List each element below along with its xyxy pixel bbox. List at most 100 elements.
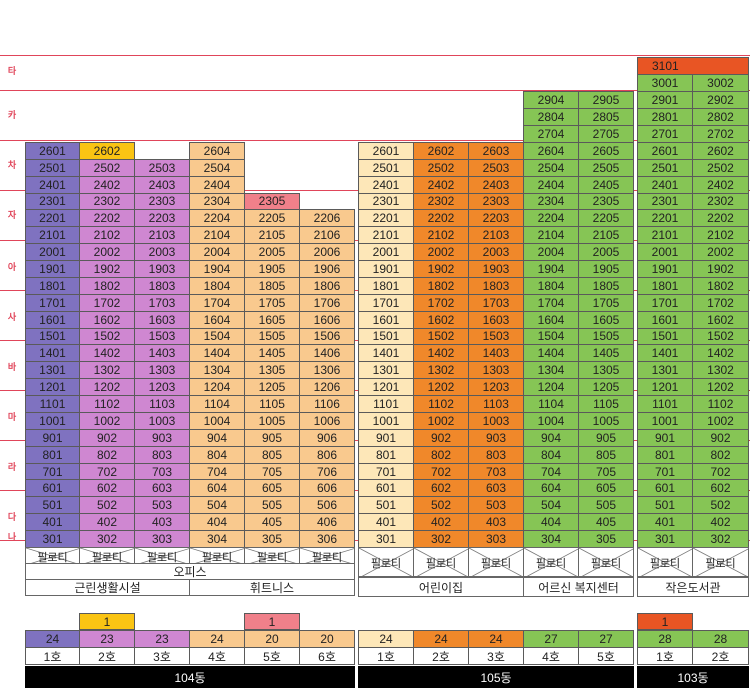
unit-cell: 301 xyxy=(637,530,693,548)
unit-cell: 2502 xyxy=(413,158,469,177)
unit-cell: 2401 xyxy=(637,175,693,194)
extra-floor-count: 1 xyxy=(244,613,300,630)
unit-cell: 1003 xyxy=(468,411,524,430)
piloti-label: 필로티 xyxy=(256,552,288,564)
unit-cell: 302 xyxy=(692,530,749,548)
piloti-label: 필로티 xyxy=(649,558,681,570)
building-name: 103동 xyxy=(637,666,749,688)
piloti-cell: 필로티 xyxy=(134,547,190,564)
unit-cell: 701 xyxy=(358,462,414,481)
row-label: 다 xyxy=(7,512,17,522)
unit-cell: 1402 xyxy=(79,344,135,363)
unit-cell: 501 xyxy=(25,496,80,515)
unit-cell: 1903 xyxy=(468,260,524,278)
unit-cell: 2104 xyxy=(523,226,579,245)
row-label: 타 xyxy=(7,66,17,76)
unit-cell: 1401 xyxy=(637,344,693,363)
unit-cell: 1102 xyxy=(692,395,749,413)
unit-cell: 2202 xyxy=(79,209,135,228)
unit-cell: 2205 xyxy=(578,209,634,228)
extra-floor-count: 1 xyxy=(79,613,135,630)
unit-cell: 701 xyxy=(25,462,80,481)
unit-cell: 304 xyxy=(523,530,579,548)
unit-cell: 1805 xyxy=(578,276,634,295)
unit-cell: 601 xyxy=(358,479,414,498)
unit-cell: 2205 xyxy=(244,209,300,228)
unit-cell: 1102 xyxy=(413,395,469,413)
unit-cell: 906 xyxy=(299,428,355,447)
unit-cell: 1406 xyxy=(299,344,355,363)
unit-cell: 2101 xyxy=(358,226,414,245)
line-label: 3호 xyxy=(134,647,190,665)
unit-cell: 1601 xyxy=(637,310,693,329)
line-label: 6호 xyxy=(299,647,355,665)
unit-cell: 1802 xyxy=(413,276,469,295)
unit-cell: 2701 xyxy=(637,125,693,143)
unit-cell: 904 xyxy=(189,428,245,447)
unit-cell: 1502 xyxy=(413,327,469,346)
unit-cell: 2204 xyxy=(523,209,579,228)
unit-cell: 702 xyxy=(413,462,469,481)
unit-cell: 2301 xyxy=(358,192,414,211)
unit-cell: 1903 xyxy=(134,260,190,278)
unit-cell: 1002 xyxy=(79,411,135,430)
unit-cell: 2804 xyxy=(523,108,579,126)
unit-cell: 2303 xyxy=(468,192,524,211)
unit-cell: 505 xyxy=(578,496,634,515)
piloti-label: 필로티 xyxy=(480,558,512,570)
unit-cell: 1802 xyxy=(79,276,135,295)
piloti-x-icon xyxy=(579,548,633,576)
unit-cell: 1104 xyxy=(523,395,579,413)
unit-cell: 401 xyxy=(25,513,80,532)
unit-cell: 2704 xyxy=(523,125,579,143)
piloti-cell: 필로티 xyxy=(299,547,355,564)
unit-cell: 301 xyxy=(358,530,414,548)
unit-cell: 1503 xyxy=(134,327,190,346)
unit-cell: 604 xyxy=(189,479,245,498)
unit-cell: 1906 xyxy=(299,260,355,278)
line-label: 5호 xyxy=(244,647,300,665)
unit-cell: 1105 xyxy=(578,395,634,413)
unit-cell: 703 xyxy=(134,462,190,481)
unit-cell: 605 xyxy=(244,479,300,498)
unit-cell: 1305 xyxy=(578,361,634,380)
unit-cell: 1205 xyxy=(244,378,300,397)
unit-cell: 2601 xyxy=(637,141,693,160)
unit-cell: 2001 xyxy=(358,243,414,262)
unit-cell: 2004 xyxy=(523,243,579,262)
unit-cell: 2404 xyxy=(189,175,245,194)
unit-cell: 1603 xyxy=(468,310,524,329)
unit-cell: 2902 xyxy=(692,91,749,110)
unit-cell: 1302 xyxy=(79,361,135,380)
piloti-x-icon xyxy=(80,548,134,563)
unit-cell: 602 xyxy=(692,479,749,498)
unit-cell: 2402 xyxy=(413,175,469,194)
unit-cell: 504 xyxy=(523,496,579,515)
piloti-x-icon xyxy=(414,548,468,576)
unit-cell: 2805 xyxy=(578,108,634,126)
unit-cell: 2905 xyxy=(578,91,634,110)
unit-cell: 1101 xyxy=(637,395,693,413)
unit-cell: 2503 xyxy=(468,158,524,177)
piloti-label: 필로티 xyxy=(425,558,457,570)
unit-cell: 403 xyxy=(134,513,190,532)
unit-cell: 503 xyxy=(468,496,524,515)
unit-cell: 1605 xyxy=(244,310,300,329)
facility-label: 어린이집 xyxy=(358,577,524,597)
piloti-label: 필로티 xyxy=(370,558,402,570)
unit-cell: 2301 xyxy=(637,192,693,211)
unit-cell: 405 xyxy=(244,513,300,532)
unit-cell: 1002 xyxy=(413,411,469,430)
unit-cell: 1003 xyxy=(134,411,190,430)
unit-cell: 1404 xyxy=(523,344,579,363)
unit-cell: 802 xyxy=(79,445,135,464)
unit-cell: 1401 xyxy=(358,344,414,363)
unit-cell: 402 xyxy=(692,513,749,532)
unit-cell: 602 xyxy=(79,479,135,498)
unit-cell: 2901 xyxy=(637,91,693,110)
piloti-x-icon xyxy=(135,548,189,563)
row-label: 카 xyxy=(7,110,17,120)
facility-label: 오피스 xyxy=(25,563,355,580)
piloti-cell: 필로티 xyxy=(468,547,524,577)
unit-cell: 1405 xyxy=(244,344,300,363)
